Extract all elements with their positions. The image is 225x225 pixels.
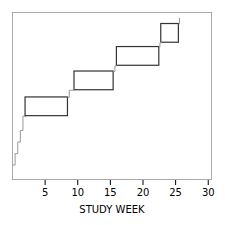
svg-text:STUDY WEEK: STUDY WEEK bbox=[79, 204, 145, 215]
svg-text:25: 25 bbox=[169, 187, 182, 198]
svg-text:15: 15 bbox=[104, 187, 117, 198]
svg-text:20: 20 bbox=[137, 187, 150, 198]
svg-text:10: 10 bbox=[71, 187, 84, 198]
svg-text:30: 30 bbox=[202, 187, 215, 198]
svg-text:5: 5 bbox=[42, 187, 48, 198]
